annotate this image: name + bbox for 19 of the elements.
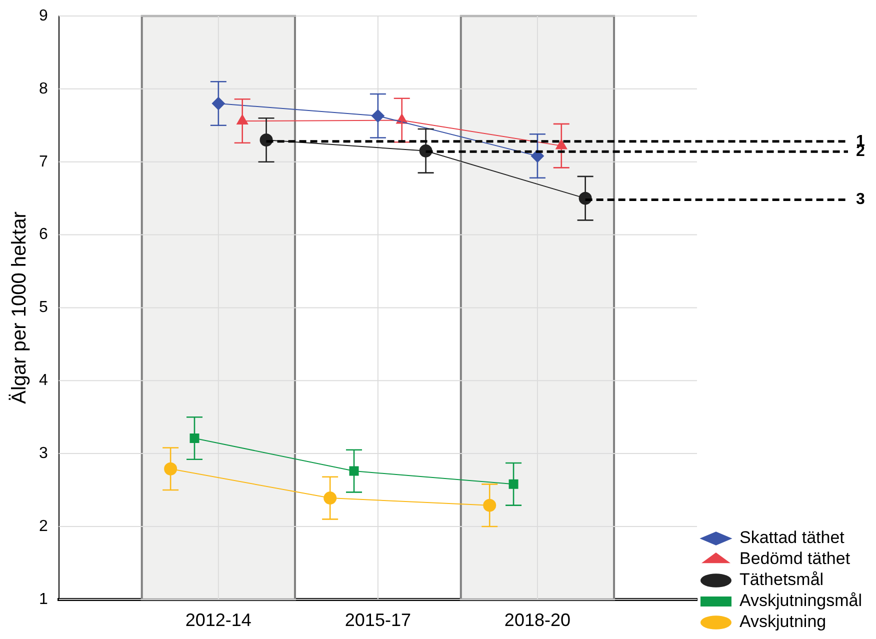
legend-label: Bedömd täthet [739,549,850,568]
y-tick-label: 4 [38,372,48,390]
x-tick-label: 2012-14 [185,610,252,630]
y-tick-label: 7 [38,153,48,170]
y-tick-label: 1 [38,590,48,608]
x-tick-label: 2015-17 [344,610,411,630]
y-tick-label: 9 [38,7,48,24]
y-tick-label: 2 [38,518,48,535]
legend-label: Avskjutningsmål [739,591,862,610]
y-axis-title: Älgar per 1000 hektar [8,211,31,404]
x-tick-label: 2018-20 [504,610,570,630]
legend-label: Skattad täthet [739,528,845,548]
legend-label: Avskjutning [739,612,826,632]
y-tick-label: 5 [38,299,48,316]
y-tick-label: 6 [38,226,48,244]
text: 3 [856,191,865,208]
y-tick-label: 3 [38,444,48,462]
legend-label: Täthetsmål [739,570,824,590]
y-tick-label: 8 [38,80,48,98]
